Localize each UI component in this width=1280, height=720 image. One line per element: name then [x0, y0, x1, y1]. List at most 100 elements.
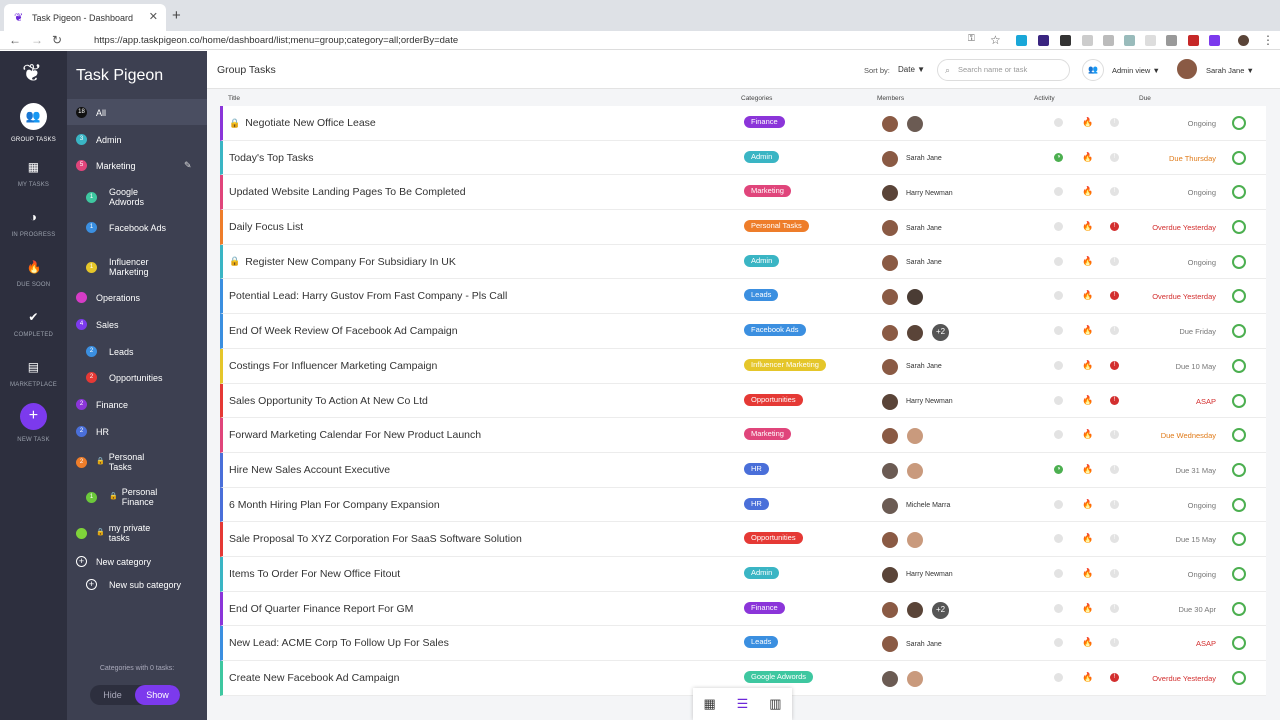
extension-icon[interactable] — [1188, 35, 1199, 46]
flame-icon[interactable]: 🔥 — [1082, 429, 1094, 440]
avatar[interactable] — [881, 184, 899, 203]
members[interactable]: Harry Newman — [881, 392, 953, 411]
sidebar-category[interactable]: 🔒 my private tasks — [76, 523, 169, 543]
new-tab-icon[interactable]: + — [172, 7, 181, 24]
table-row[interactable]: Sale Proposal To XYZ Corporation For Saa… — [220, 522, 1266, 557]
flame-icon[interactable]: 🔥 — [1082, 255, 1094, 266]
table-row[interactable]: Daily Focus List Personal Tasks Sarah Jane… — [220, 210, 1266, 245]
extension-icon[interactable] — [1124, 35, 1135, 46]
members[interactable]: Sarah Jane — [881, 253, 942, 272]
table-row[interactable]: Forward Marketing Calendar For New Produ… — [220, 418, 1266, 453]
avatar[interactable] — [881, 496, 899, 515]
sidebar-category[interactable]: 1 Facebook Ads — [86, 222, 166, 233]
avatar[interactable] — [881, 323, 899, 342]
members[interactable]: Harry Newman — [881, 184, 953, 203]
task-title[interactable]: New Lead: ACME Corp To Follow Up For Sal… — [229, 637, 449, 649]
sidebar-category[interactable]: + New category — [76, 556, 151, 567]
task-title[interactable]: Updated Website Landing Pages To Be Comp… — [229, 186, 466, 198]
rail-completed[interactable]: ✔ COMPLETED — [0, 310, 67, 338]
alert-icon[interactable]: ! — [1110, 603, 1119, 613]
task-title[interactable]: End Of Week Review Of Facebook Ad Campai… — [229, 325, 458, 337]
avatar[interactable] — [881, 219, 899, 238]
members[interactable]: +2 — [881, 323, 957, 343]
menu-kebab-icon[interactable]: ⋮ — [1262, 33, 1274, 47]
category-badge[interactable]: Finance — [744, 601, 785, 614]
reload-icon[interactable]: ↻ — [52, 33, 63, 47]
extension-icon[interactable] — [1103, 35, 1114, 46]
task-title[interactable]: Daily Focus List — [229, 221, 303, 233]
flame-icon[interactable]: 🔥 — [1082, 221, 1094, 232]
task-title[interactable]: Today's Top Tasks — [229, 152, 314, 164]
progress-icon[interactable] — [1054, 395, 1063, 405]
rail-due-soon[interactable]: 🔥 DUE SOON — [0, 260, 67, 288]
members[interactable] — [881, 115, 931, 133]
members[interactable] — [881, 461, 931, 480]
flame-icon[interactable]: 🔥 — [1082, 325, 1094, 336]
flame-icon[interactable]: 🔥 — [1082, 186, 1094, 197]
flame-icon[interactable]: 🔥 — [1082, 637, 1094, 648]
admin-view-select[interactable]: Admin view ▼ — [1112, 66, 1160, 75]
category-badge[interactable]: HR — [744, 462, 769, 475]
sidebar-category[interactable]: 18 All — [76, 107, 106, 118]
category-badge[interactable]: Leads — [744, 289, 779, 302]
extension-icon[interactable] — [1060, 35, 1071, 46]
members[interactable]: Sarah Jane — [881, 635, 942, 654]
extension-icon[interactable] — [1145, 35, 1156, 46]
col-categories[interactable]: Categories — [741, 95, 773, 102]
progress-icon[interactable]: ◑ — [1054, 464, 1063, 474]
complete-checkbox[interactable] — [1232, 636, 1246, 651]
more-members-badge[interactable]: +2 — [931, 323, 950, 343]
table-row[interactable]: Updated Website Landing Pages To Be Comp… — [220, 175, 1266, 211]
members[interactable] — [881, 670, 931, 688]
browser-tab[interactable]: ❦ Task Pigeon - Dashboard ✕ — [4, 4, 166, 31]
complete-checkbox[interactable] — [1232, 150, 1246, 165]
alert-icon[interactable]: ! — [1110, 152, 1119, 162]
members[interactable] — [881, 427, 931, 446]
members[interactable]: Sarah Jane — [881, 219, 942, 238]
avatar[interactable] — [881, 149, 899, 168]
progress-icon[interactable] — [1054, 326, 1063, 336]
rail-my-tasks[interactable]: ▦ MY TASKS — [0, 160, 67, 188]
table-row[interactable]: 6 Month Hiring Plan For Company Expansio… — [220, 487, 1266, 523]
table-row[interactable]: 🔒 Negotiate New Office Lease Finance 🔥! Ongo… — [220, 106, 1266, 141]
col-title[interactable]: Title — [228, 95, 241, 102]
flame-icon[interactable]: 🔥 — [1082, 498, 1094, 509]
alert-icon[interactable]: ! — [1110, 256, 1119, 266]
key-icon[interactable]: ⚿ — [968, 33, 975, 43]
alert-icon[interactable]: ! — [1110, 430, 1119, 440]
flame-icon[interactable]: 🔥 — [1082, 290, 1094, 301]
complete-checkbox[interactable] — [1232, 497, 1246, 512]
sidebar-category[interactable]: 4 Sales — [76, 319, 119, 330]
avatar[interactable] — [881, 635, 899, 654]
rail-group-tasks[interactable]: 👥 GROUP TASKS — [0, 103, 67, 143]
category-badge[interactable]: Personal Tasks — [744, 220, 809, 233]
board-view-icon[interactable]: ▥ — [769, 696, 782, 711]
avatar[interactable] — [1176, 58, 1198, 80]
table-row[interactable]: End Of Quarter Finance Report For GM Fina… — [220, 591, 1266, 627]
col-due[interactable]: Due — [1139, 95, 1151, 102]
complete-checkbox[interactable] — [1232, 220, 1246, 235]
avatar[interactable] — [906, 601, 924, 620]
complete-checkbox[interactable] — [1232, 289, 1246, 304]
avatar[interactable] — [881, 253, 899, 272]
progress-icon[interactable] — [1054, 638, 1063, 648]
hide-show-toggle[interactable]: Hide Show — [90, 685, 180, 705]
rail-in-progress[interactable]: ◑ IN PROGRESS — [0, 210, 67, 238]
flame-icon[interactable]: 🔥 — [1082, 359, 1094, 370]
avatar[interactable] — [881, 357, 899, 376]
complete-checkbox[interactable] — [1232, 185, 1246, 200]
col-activity[interactable]: Activity — [1034, 95, 1055, 102]
star-icon[interactable]: ☆ — [990, 33, 1001, 47]
flame-icon[interactable]: 🔥 — [1082, 567, 1094, 578]
complete-checkbox[interactable] — [1232, 324, 1246, 339]
close-tab-icon[interactable]: ✕ — [148, 11, 158, 23]
category-badge[interactable]: HR — [744, 497, 769, 510]
alert-icon[interactable]: ! — [1110, 326, 1119, 336]
task-title[interactable]: Items To Order For New Office Fitout — [229, 568, 400, 580]
category-badge[interactable]: Google Adwords — [744, 671, 814, 683]
admin-view-icon[interactable]: 👥 — [1082, 59, 1104, 81]
complete-checkbox[interactable] — [1232, 601, 1246, 616]
members[interactable] — [881, 288, 931, 307]
flame-icon[interactable]: 🔥 — [1082, 117, 1094, 127]
progress-icon[interactable] — [1054, 603, 1063, 613]
